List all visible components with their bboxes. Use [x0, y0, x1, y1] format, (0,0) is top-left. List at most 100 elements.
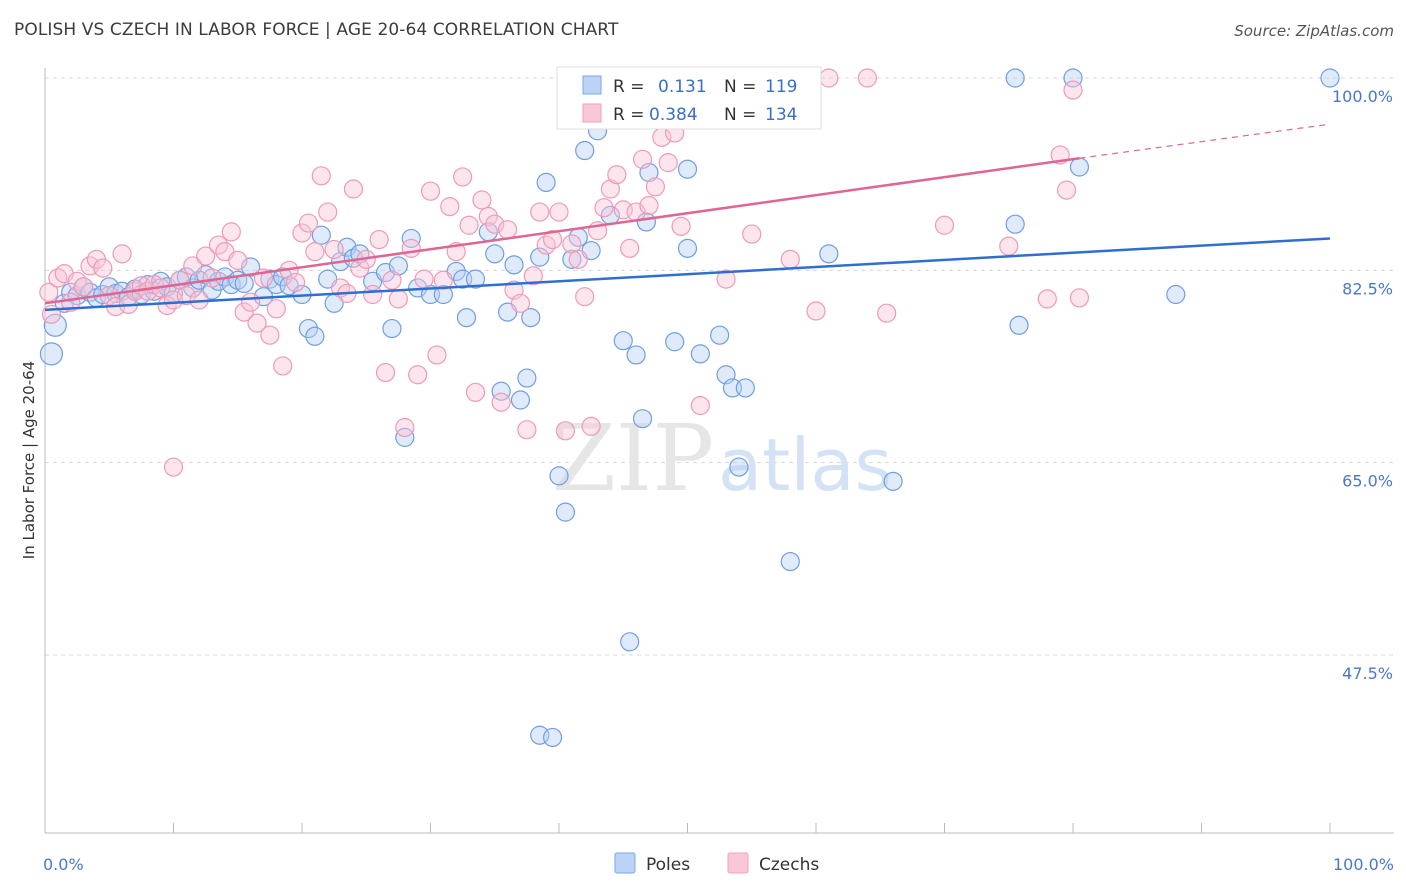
x-tick-label-right: 100.0%	[1333, 855, 1394, 874]
poles-point	[521, 307, 541, 328]
czechs-point	[414, 269, 434, 289]
poles-point	[549, 466, 569, 486]
legend-swatch-poles	[614, 852, 636, 874]
czechs-point	[1037, 289, 1057, 309]
czechs-point	[112, 244, 132, 264]
stats-n-value-czechs: 134	[765, 105, 797, 125]
czechs-point	[408, 365, 428, 385]
y-tick-label: 47.5%	[1342, 664, 1393, 683]
chart-title: POLISH VS CZECH IN LABOR FORCE | AGE 20-…	[14, 20, 619, 40]
poles-point	[504, 255, 524, 275]
poles-point	[465, 269, 486, 289]
poles-point	[1166, 284, 1186, 305]
poles-point	[298, 318, 319, 339]
czechs-point	[234, 302, 254, 322]
poles-point	[562, 249, 582, 269]
czechs-point	[241, 292, 261, 312]
poles-point	[575, 140, 595, 161]
czechs-point	[742, 224, 762, 244]
legend-label-czechs: Czechs	[759, 855, 819, 875]
poles-point	[433, 284, 453, 305]
czechs-point	[93, 258, 113, 278]
czechs-point	[934, 215, 955, 235]
poles-point	[1005, 214, 1025, 234]
y-tick-labels: 100.0% 82.5% 65.0% 47.5%	[1332, 87, 1393, 683]
czechs-point	[459, 215, 479, 235]
czechs-point	[228, 250, 248, 271]
czechs-point	[857, 68, 878, 88]
poles-point	[690, 344, 710, 364]
czechs-point	[671, 216, 691, 236]
legend-swatch-czechs	[727, 852, 749, 874]
watermark-zip: ZIP	[552, 405, 714, 512]
stats-n-label-poles: N =	[724, 77, 756, 97]
stats-box: R = 0.131 N = 119 R = 0.384 N = 134	[556, 66, 822, 130]
y-tick-label: 82.5%	[1342, 279, 1393, 298]
czechs-point	[806, 301, 826, 321]
czechs-point	[517, 420, 537, 440]
poles-point	[510, 390, 531, 410]
czechs-point	[555, 421, 576, 441]
czechs-point	[318, 202, 338, 222]
czechs-point	[427, 345, 447, 365]
czechs-point	[363, 284, 383, 305]
axes	[44, 68, 1394, 834]
poles-point	[1005, 68, 1025, 88]
poles-trend-line	[44, 237, 1331, 312]
poles-point	[388, 256, 408, 276]
czechs-point	[478, 206, 498, 227]
czechs-point	[183, 256, 203, 276]
poles-point	[43, 313, 67, 337]
czechs-point	[433, 270, 453, 290]
czechs-point	[247, 313, 267, 333]
poles-point	[729, 457, 749, 477]
czechs-point	[453, 167, 473, 187]
czechs-point	[690, 395, 710, 416]
czechs-point	[401, 238, 421, 258]
czechs-point	[1063, 80, 1083, 100]
poles-point	[456, 307, 477, 328]
poles-point	[536, 172, 556, 193]
poles-point	[632, 409, 653, 429]
czechs-point	[343, 179, 363, 199]
y-tick-label: 100.0%	[1332, 87, 1393, 106]
czechs-point	[163, 290, 184, 310]
czechs-point	[568, 249, 588, 269]
poles-point	[311, 225, 331, 245]
czechs-point	[221, 222, 241, 242]
czechs-point	[780, 249, 800, 269]
poles-point	[305, 326, 325, 346]
czechs-point	[465, 382, 486, 402]
poles-point	[735, 378, 755, 398]
czechs-point	[1069, 288, 1090, 308]
poles-point	[626, 345, 646, 365]
poles-point	[677, 238, 698, 258]
stats-r-label-poles: R =	[613, 77, 644, 97]
czechs-point	[542, 229, 563, 250]
czechs-point	[607, 165, 627, 185]
stats-r-value-czechs: 0.384	[649, 105, 698, 125]
poles-point	[542, 727, 563, 748]
poles-point	[555, 502, 576, 522]
czechs-point	[440, 196, 460, 217]
stats-r-label-czechs: R =	[613, 105, 644, 125]
poles-point	[517, 368, 537, 388]
stats-r-value-poles: 0.131	[658, 77, 707, 97]
czechs-point	[575, 287, 595, 307]
czechs-point	[510, 293, 531, 313]
czechs-point	[819, 68, 839, 88]
czechs-trend-line	[44, 156, 1080, 305]
czechs-point	[581, 416, 601, 436]
czechs-point	[999, 236, 1019, 256]
poles-point	[395, 427, 415, 447]
czechs-point	[530, 202, 550, 222]
poles-point	[1009, 315, 1029, 335]
grid-lines	[45, 77, 1394, 656]
legend: Poles Czechs	[614, 852, 819, 875]
poles-point	[382, 318, 402, 339]
czechs-point	[196, 246, 216, 266]
poles-point	[665, 332, 685, 352]
poles-point	[530, 247, 550, 267]
poles-point	[485, 244, 505, 264]
